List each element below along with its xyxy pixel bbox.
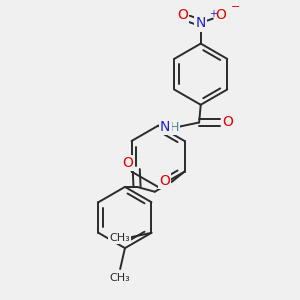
Text: −: − <box>231 2 241 12</box>
Text: H: H <box>169 121 179 134</box>
Text: O: O <box>159 174 170 188</box>
Text: +: + <box>209 9 217 19</box>
Text: O: O <box>223 116 233 130</box>
Text: CH₃: CH₃ <box>109 232 130 243</box>
Text: O: O <box>177 8 188 22</box>
Text: CH₃: CH₃ <box>110 273 130 283</box>
Text: N: N <box>196 16 206 30</box>
Text: O: O <box>122 156 133 170</box>
Text: O: O <box>215 8 226 22</box>
Text: N: N <box>160 120 170 134</box>
